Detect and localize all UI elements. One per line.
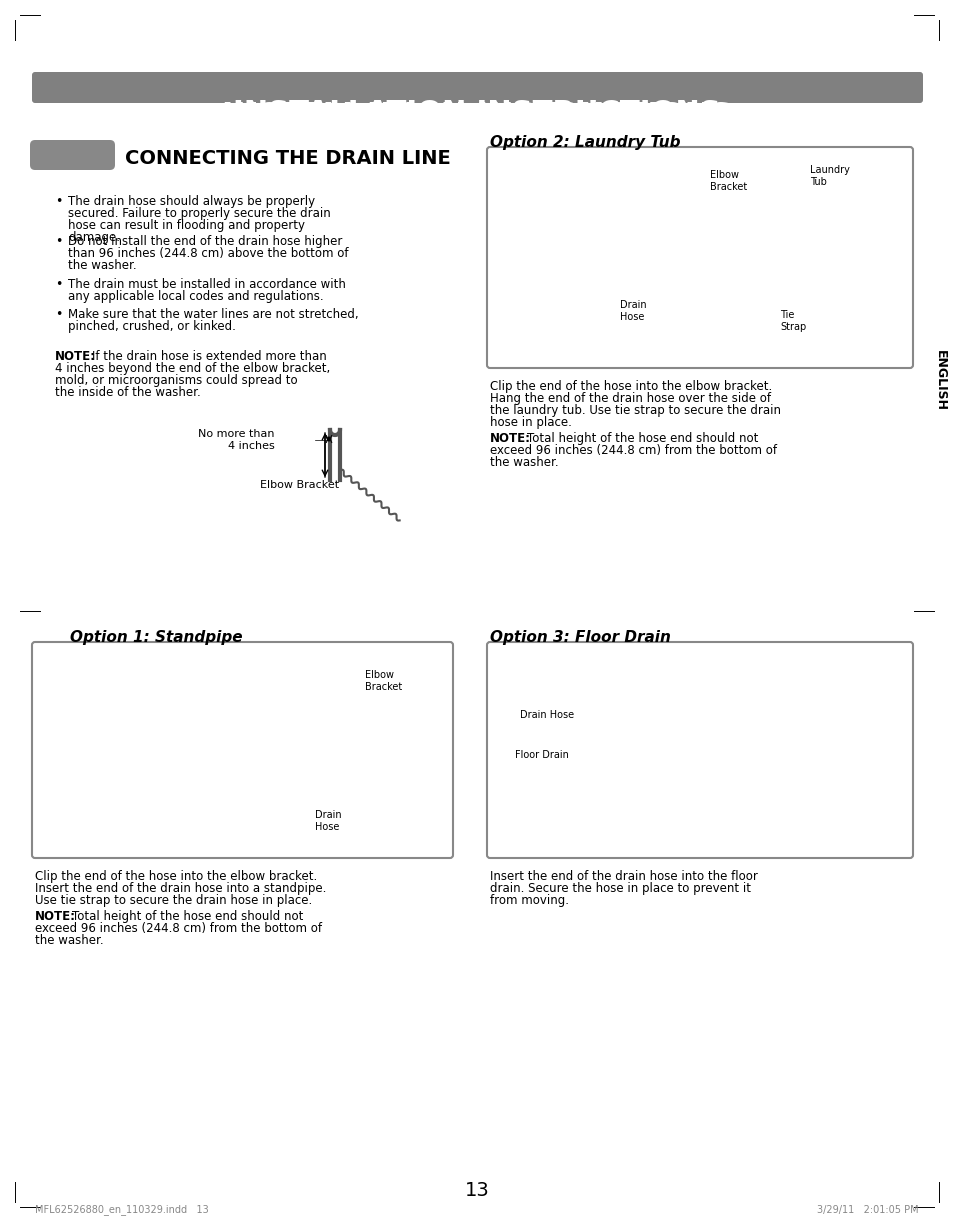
Text: Floor Drain: Floor Drain	[515, 750, 568, 760]
FancyBboxPatch shape	[486, 642, 912, 858]
Text: hose in place.: hose in place.	[490, 415, 571, 429]
Text: the washer.: the washer.	[68, 259, 136, 273]
Text: the washer.: the washer.	[490, 456, 558, 469]
Text: Elbow
Bracket: Elbow Bracket	[365, 670, 402, 692]
Text: Tie
Strap: Tie Strap	[780, 310, 805, 331]
Text: The drain hose should always be properly: The drain hose should always be properly	[68, 196, 314, 208]
Text: the washer.: the washer.	[35, 934, 104, 947]
FancyBboxPatch shape	[218, 75, 921, 100]
Text: Clip the end of the hose into the elbow bracket.: Clip the end of the hose into the elbow …	[490, 380, 771, 393]
Text: the inside of the washer.: the inside of the washer.	[55, 386, 200, 400]
Text: No more than
4 inches: No more than 4 inches	[198, 429, 274, 451]
Text: INSTALLATION INSTRUCTIONS: INSTALLATION INSTRUCTIONS	[222, 100, 731, 130]
Text: Make sure that the water lines are not stretched,: Make sure that the water lines are not s…	[68, 308, 358, 321]
Text: •: •	[55, 235, 62, 248]
Text: Drain Hose: Drain Hose	[519, 710, 574, 720]
FancyBboxPatch shape	[30, 141, 115, 170]
Text: Total height of the hose end should not: Total height of the hose end should not	[526, 433, 758, 445]
Text: NOTE:: NOTE:	[55, 349, 96, 363]
Text: 3/29/11   2:01:05 PM: 3/29/11 2:01:05 PM	[817, 1205, 918, 1215]
Text: CONNECTING THE DRAIN LINE: CONNECTING THE DRAIN LINE	[125, 149, 450, 167]
Text: Total height of the hose end should not: Total height of the hose end should not	[71, 910, 303, 923]
Text: Hang the end of the drain hose over the side of: Hang the end of the drain hose over the …	[490, 392, 770, 404]
Text: exceed 96 inches (244.8 cm) from the bottom of: exceed 96 inches (244.8 cm) from the bot…	[490, 444, 776, 457]
FancyBboxPatch shape	[486, 147, 912, 368]
Text: NOTE:: NOTE:	[35, 910, 76, 923]
Text: Elbow
Bracket: Elbow Bracket	[709, 170, 746, 192]
Text: Do not install the end of the drain hose higher: Do not install the end of the drain hose…	[68, 235, 342, 248]
Text: Option 1: Standpipe: Option 1: Standpipe	[70, 631, 242, 645]
Text: If the drain hose is extended more than: If the drain hose is extended more than	[91, 349, 327, 363]
FancyBboxPatch shape	[32, 642, 453, 858]
Text: the laundry tub. Use tie strap to secure the drain: the laundry tub. Use tie strap to secure…	[490, 404, 781, 417]
Text: Laundry
Tub: Laundry Tub	[809, 165, 849, 187]
Text: The drain must be installed in accordance with: The drain must be installed in accordanc…	[68, 277, 346, 291]
Text: Drain
Hose: Drain Hose	[314, 810, 341, 832]
Text: Use tie strap to secure the drain hose in place.: Use tie strap to secure the drain hose i…	[35, 895, 312, 907]
Text: •: •	[55, 308, 62, 321]
Text: hose can result in flooding and property: hose can result in flooding and property	[68, 219, 305, 232]
Text: Option 2: Laundry Tub: Option 2: Laundry Tub	[490, 134, 679, 150]
Text: INSTALLATION INSTRUCTIONS: INSTALLATION INSTRUCTIONS	[233, 99, 720, 127]
Text: than 96 inches (244.8 cm) above the bottom of: than 96 inches (244.8 cm) above the bott…	[68, 247, 348, 260]
Text: •: •	[55, 277, 62, 291]
Text: any applicable local codes and regulations.: any applicable local codes and regulatio…	[68, 290, 323, 303]
Text: exceed 96 inches (244.8 cm) from the bottom of: exceed 96 inches (244.8 cm) from the bot…	[35, 923, 322, 935]
Text: damage.: damage.	[68, 231, 120, 244]
Text: pinched, crushed, or kinked.: pinched, crushed, or kinked.	[68, 320, 235, 334]
FancyBboxPatch shape	[32, 72, 923, 103]
Text: Option 3: Floor Drain: Option 3: Floor Drain	[490, 631, 670, 645]
Text: ENGLISH: ENGLISH	[933, 349, 945, 411]
Text: 4 inches beyond the end of the elbow bracket,: 4 inches beyond the end of the elbow bra…	[55, 362, 330, 375]
Text: Elbow Bracket: Elbow Bracket	[260, 480, 339, 490]
Text: secured. Failure to properly secure the drain: secured. Failure to properly secure the …	[68, 207, 331, 220]
Text: mold, or microorganisms could spread to: mold, or microorganisms could spread to	[55, 374, 297, 387]
Text: drain. Secure the hose in place to prevent it: drain. Secure the hose in place to preve…	[490, 882, 750, 895]
Text: Clip the end of the hose into the elbow bracket.: Clip the end of the hose into the elbow …	[35, 870, 317, 884]
Text: MFL62526880_en_110329.indd   13: MFL62526880_en_110329.indd 13	[35, 1205, 209, 1216]
Text: Insert the end of the drain hose into the floor: Insert the end of the drain hose into th…	[490, 870, 757, 884]
Text: Insert the end of the drain hose into a standpipe.: Insert the end of the drain hose into a …	[35, 882, 326, 895]
Text: •: •	[55, 196, 62, 208]
Text: from moving.: from moving.	[490, 895, 568, 907]
Text: 13: 13	[464, 1180, 489, 1200]
Text: NOTE:: NOTE:	[490, 433, 531, 445]
Text: Drain
Hose: Drain Hose	[619, 299, 646, 321]
